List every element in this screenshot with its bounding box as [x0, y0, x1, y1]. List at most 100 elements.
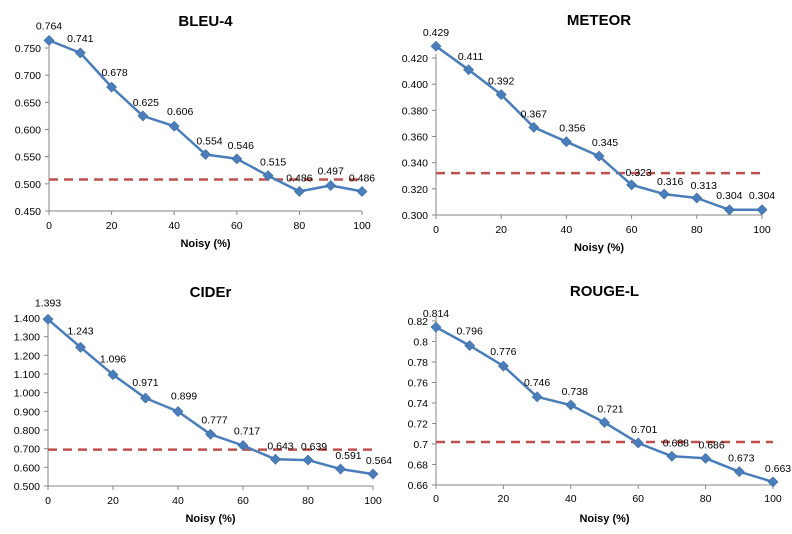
- bleu4-ytick-label: 0.700: [15, 70, 41, 82]
- cider-ytick-label: 0.800: [14, 425, 40, 437]
- meteor-ytick-label: 0.400: [402, 79, 428, 91]
- meteor-data-point: [593, 150, 605, 162]
- bleu4-ytick-label: 0.750: [15, 43, 41, 55]
- rougel-data-label: 0.776: [490, 346, 516, 358]
- bleu4-ytick-label: 0.550: [15, 152, 41, 164]
- rougel-data-point: [733, 466, 745, 478]
- bleu4-ytick-label: 0.450: [15, 206, 41, 218]
- meteor-data-point: [528, 121, 540, 133]
- cider-ytick-label: 1.000: [14, 388, 40, 400]
- meteor-data-point: [691, 192, 703, 204]
- rougel-data-label: 0.721: [597, 403, 623, 415]
- meteor-xtick-label: 80: [691, 224, 703, 236]
- cider-xtick-label: 20: [107, 495, 119, 507]
- cider-data-point: [302, 454, 314, 466]
- meteor-data-label: 0.411: [458, 51, 484, 63]
- bleu4-x-axis-label: Noisy (%): [180, 238, 230, 250]
- rougel-ytick-label: 0.8: [413, 337, 428, 349]
- bleu4-data-point: [293, 186, 305, 197]
- meteor-ytick-label: 0.380: [402, 105, 428, 117]
- meteor-data-point: [495, 89, 507, 101]
- meteor-title: METEOR: [567, 12, 631, 29]
- cider-data-label: 0.591: [335, 450, 361, 462]
- bleu4-xtick-label: 40: [168, 220, 180, 232]
- meteor-xtick-label: 0: [433, 224, 439, 236]
- meteor-data-label: 0.345: [592, 137, 618, 149]
- cider-ytick-label: 0.900: [14, 406, 40, 418]
- meteor-data-point: [756, 204, 768, 216]
- rougel-xtick-label: 100: [764, 493, 782, 505]
- cider-data-label: 1.096: [100, 354, 126, 366]
- rougel-data-point: [464, 340, 476, 352]
- meteor-data-point: [723, 204, 735, 216]
- cider-data-point: [42, 313, 54, 325]
- bleu4-data-label: 0.497: [318, 165, 344, 177]
- bleu4-data-label: 0.515: [260, 157, 286, 169]
- meteor-data-point: [626, 179, 638, 191]
- cider-data-point: [270, 453, 281, 465]
- rougel-xtick-label: 20: [498, 493, 510, 505]
- bleu4-data-point: [231, 153, 243, 165]
- meteor-xtick-label: 40: [561, 224, 573, 236]
- cider-data-label: 1.243: [67, 325, 93, 337]
- rougel-ytick-label: 0.82: [408, 316, 429, 328]
- bleu4-xtick-label: 100: [353, 220, 371, 232]
- rougel-data-label: 0.688: [663, 437, 689, 449]
- bleu4-data-label: 0.741: [67, 33, 93, 45]
- meteor-data-label: 0.367: [521, 108, 547, 120]
- rougel-xtick-label: 40: [565, 493, 577, 505]
- rougel-ytick-label: 0.78: [408, 357, 429, 369]
- cider-chart: CIDEr 0.500 0.600 0.700 0.800 0.900 1.000 1.100…: [14, 284, 393, 525]
- rougel-chart: ROUGE-L 0.66 0.68 0.7 0.72 0.74 0.76 0.78 0.8 0.8…: [408, 283, 792, 525]
- meteor-data-label: 0.392: [488, 76, 514, 88]
- cider-xtick-label: 40: [172, 495, 184, 507]
- rougel-ytick-label: 0.76: [408, 378, 429, 390]
- bleu4-data-label: 0.546: [228, 140, 254, 152]
- cider-data-label: 0.643: [267, 440, 293, 452]
- rougel-data-label: 0.814: [423, 308, 449, 320]
- rougel-data-point: [531, 391, 543, 403]
- rougel-xtick-label: 80: [700, 493, 712, 505]
- bleu4-data-point: [356, 186, 368, 197]
- meteor-data-label: 0.304: [749, 190, 775, 202]
- bleu4-xtick-label: 20: [106, 220, 118, 232]
- bleu4-series-line: [48, 39, 363, 193]
- cider-ytick-label: 1.300: [14, 332, 40, 344]
- bleu4-xtick-label: 60: [231, 220, 243, 232]
- meteor-ytick-label: 0.340: [402, 158, 428, 170]
- meteor-data-label: 0.429: [423, 27, 449, 39]
- rougel-data-point: [430, 321, 442, 333]
- bleu4-data-point: [137, 110, 149, 122]
- rougel-data-point: [700, 452, 712, 464]
- rougel-ytick-label: 0.66: [408, 480, 429, 492]
- rougel-data-point: [632, 437, 644, 449]
- cider-ytick-label: 1.400: [14, 313, 40, 325]
- cider-xtick-label: 80: [302, 495, 314, 507]
- rougel-ytick-label: 0.7: [413, 439, 428, 451]
- meteor-ytick-label: 0.360: [402, 132, 428, 144]
- bleu4-chart: BLEU-4 0.450 0.500 0.550 0.600 0.650 0.700 0.75…: [15, 13, 376, 250]
- cider-ytick-label: 1.200: [14, 350, 40, 362]
- cider-xtick-label: 100: [364, 495, 382, 507]
- bleu4-data-label: 0.625: [133, 97, 159, 109]
- bleu4-ytick-label: 0.500: [15, 179, 41, 191]
- meteor-data-label: 0.313: [691, 180, 717, 192]
- meteor-data-label: 0.323: [625, 167, 651, 179]
- cider-title: CIDEr: [190, 284, 232, 301]
- cider-data-label: 0.899: [171, 391, 197, 403]
- bleu4-ytick-label: 0.650: [15, 97, 41, 109]
- rougel-data-label: 0.673: [728, 453, 754, 465]
- meteor-data-label: 0.304: [716, 190, 742, 202]
- bleu4-data-label: 0.764: [36, 20, 62, 32]
- rougel-data-label: 0.701: [631, 424, 657, 436]
- meteor-data-label: 0.356: [559, 123, 585, 135]
- bleu4-data-point: [200, 149, 211, 160]
- rougel-ytick-label: 0.72: [408, 419, 429, 431]
- cider-data-point: [237, 440, 249, 451]
- meteor-xtick-label: 60: [626, 224, 638, 236]
- bleu4-data-point: [106, 81, 118, 93]
- meteor-x-axis-label: Noisy (%): [574, 242, 624, 254]
- cider-ytick-label: 0.600: [14, 462, 40, 474]
- cider-ytick-label: 0.700: [14, 444, 40, 456]
